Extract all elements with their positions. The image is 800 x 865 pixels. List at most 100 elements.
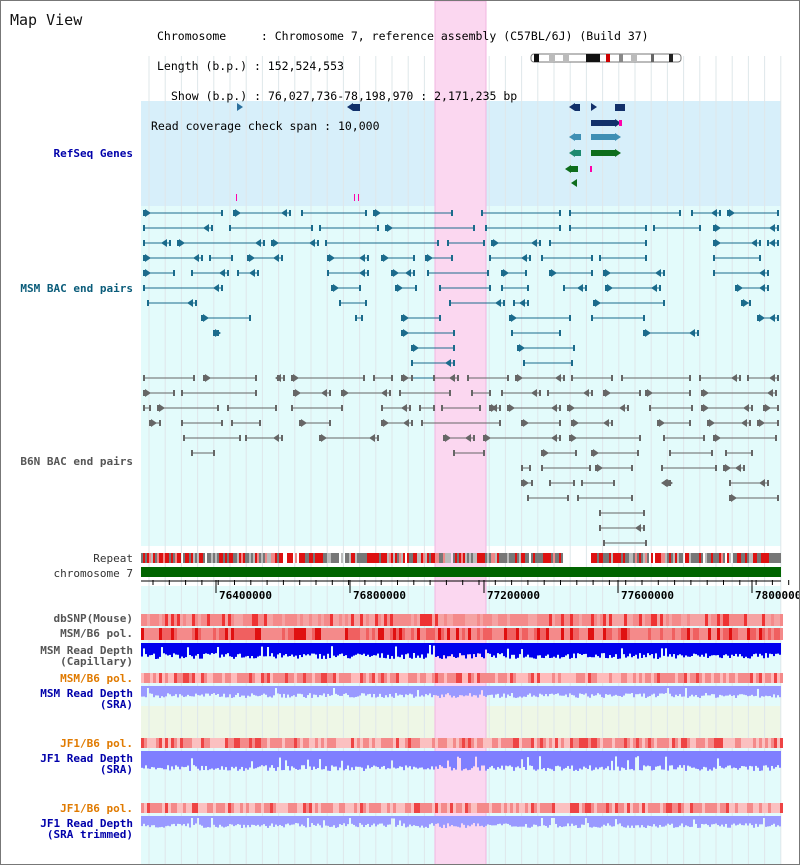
depth-bar (691, 686, 693, 695)
msm-bac-end (697, 330, 699, 336)
pol-strip (573, 673, 576, 683)
depth-bar (759, 686, 761, 698)
depth-bar (281, 686, 283, 698)
depth-bar (697, 643, 699, 656)
depth-bar (771, 816, 773, 825)
gene-arrow (615, 119, 621, 127)
b6n-bac-arrow (731, 374, 737, 382)
pol-strip (420, 803, 423, 813)
msm-bac-end (439, 285, 441, 291)
depth-bar (717, 751, 719, 759)
pol-strip (450, 614, 453, 626)
pol-strip (579, 803, 582, 813)
depth-bar (673, 751, 675, 770)
pol-strip (738, 673, 741, 683)
pol-strip (507, 803, 510, 813)
pol-strip (747, 673, 750, 683)
pol-strip (210, 614, 213, 626)
depth-bar (299, 686, 301, 694)
depth-bar (751, 643, 753, 657)
pol-strip (246, 614, 249, 626)
depth-bar (379, 643, 381, 658)
pol-strip (489, 628, 492, 640)
depth-bar (607, 686, 609, 695)
b6n-bac-end (341, 405, 343, 411)
depth-bar (291, 686, 293, 697)
pol-strip (354, 673, 357, 683)
pol-strip (429, 614, 432, 626)
pol-strip (174, 614, 177, 626)
depth-bar (193, 643, 195, 659)
depth-bar (597, 686, 599, 694)
pol-strip (516, 614, 519, 626)
depth-bar (665, 816, 667, 826)
pol-strip (192, 738, 195, 748)
pol-strip (573, 803, 576, 813)
pol-strip (456, 628, 459, 640)
depth-bar (231, 643, 233, 657)
pol-strip (582, 738, 585, 748)
depth-bar (225, 686, 227, 698)
msm-bac-arrow (651, 284, 657, 292)
depth-bar (669, 751, 671, 766)
msm-bac-end (645, 225, 647, 231)
repeat-mark (305, 553, 307, 563)
b6n-bac-end (501, 390, 503, 396)
depth-bar (329, 686, 331, 696)
pol-strip (204, 803, 207, 813)
pol-strip (285, 673, 288, 683)
msm-bac-arrow (769, 224, 775, 232)
depth-bar (487, 643, 489, 654)
depth-bar (447, 686, 449, 694)
depth-bar (263, 643, 265, 657)
pol-strip (339, 738, 342, 748)
depth-bar (253, 751, 255, 769)
pol-strip (450, 673, 453, 683)
depth-bar (773, 751, 775, 769)
depth-bar (217, 686, 219, 694)
repeat-mark (197, 553, 199, 563)
b6n-bac-end (569, 435, 571, 441)
pol-strip (549, 628, 552, 640)
depth-bar (463, 643, 465, 656)
depth-bar (529, 816, 531, 828)
pol-strip (357, 803, 360, 813)
depth-bar (255, 643, 257, 659)
pol-strip (432, 803, 435, 813)
b6n-bac-end (191, 450, 193, 456)
pol-strip (264, 803, 267, 813)
pol-strip (660, 673, 663, 683)
depth-bar (665, 686, 667, 694)
depth-bar (193, 816, 195, 825)
pol-strip (516, 803, 519, 813)
depth-bar (765, 751, 767, 766)
pol-strip (324, 614, 327, 626)
depth-bar (713, 643, 715, 656)
repeat-mark (777, 553, 779, 563)
pol-strip (318, 614, 321, 626)
pol-strip (444, 673, 447, 683)
depth-bar (471, 643, 473, 659)
b6n-bac-end (689, 390, 691, 396)
pol-strip (693, 673, 696, 683)
depth-bar (487, 686, 489, 696)
msm-bac-arrow (759, 269, 765, 277)
pol-strip (342, 614, 345, 626)
pol-strip (591, 673, 594, 683)
depth-bar (389, 686, 391, 694)
depth-bar (213, 643, 215, 654)
depth-bar (645, 686, 647, 698)
depth-bar (475, 751, 477, 757)
depth-bar (671, 816, 673, 824)
depth-bar (565, 643, 567, 656)
depth-bar (549, 816, 551, 826)
depth-bar (573, 816, 575, 826)
pol-strip (189, 614, 192, 626)
pol-strip (729, 628, 732, 640)
depth-bar (405, 643, 407, 655)
depth-bar (197, 751, 199, 769)
msm-bac-end (437, 240, 439, 246)
pol-strip (516, 628, 519, 640)
depth-bar (747, 643, 749, 659)
